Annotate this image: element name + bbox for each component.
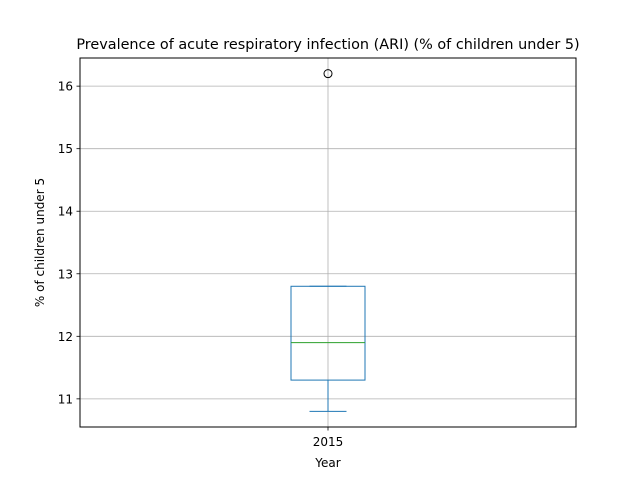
outlier-point [323,69,333,79]
x-axis-label: Year [314,456,340,470]
iqr-box [290,285,366,381]
y-tick-label: 16 [58,80,73,94]
y-tick-label: 13 [58,267,73,281]
x-axis: 2015 [313,427,344,449]
y-axis-label: % of children under 5 [33,178,47,307]
y-tick-label: 12 [58,330,73,344]
chart-title: Prevalence of acute respiratory infectio… [76,37,579,53]
x-tick-label: 2015 [313,435,344,449]
y-tick-label: 11 [58,392,73,406]
grid-lines [80,58,576,427]
y-tick-label: 15 [58,142,73,156]
plot-area [290,69,366,412]
y-axis: 11 12 13 14 15 16 [58,80,80,406]
y-tick-label: 14 [58,205,73,219]
